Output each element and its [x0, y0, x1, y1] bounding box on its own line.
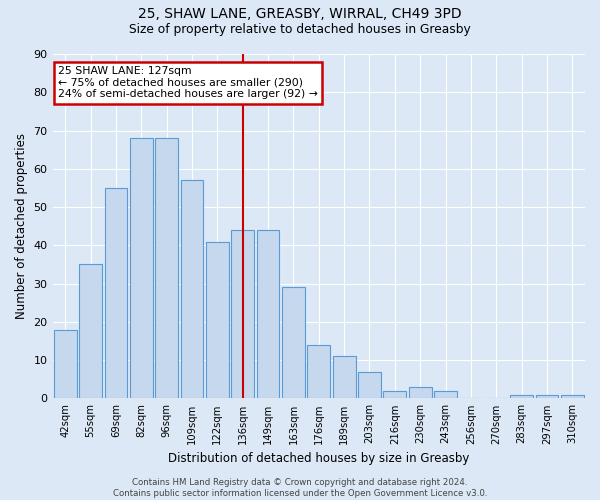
Bar [155, 138, 178, 398]
Bar [307, 345, 330, 399]
Text: Size of property relative to detached houses in Greasby: Size of property relative to detached ho… [129, 22, 471, 36]
Bar [333, 356, 356, 399]
Bar [282, 288, 305, 399]
Bar [257, 230, 280, 398]
X-axis label: Distribution of detached houses by size in Greasby: Distribution of detached houses by size … [168, 452, 469, 465]
Bar [409, 387, 431, 398]
Text: 25 SHAW LANE: 127sqm
← 75% of detached houses are smaller (290)
24% of semi-deta: 25 SHAW LANE: 127sqm ← 75% of detached h… [58, 66, 318, 100]
Bar [536, 394, 559, 398]
Y-axis label: Number of detached properties: Number of detached properties [15, 133, 28, 319]
Bar [104, 188, 127, 398]
Bar [561, 394, 584, 398]
Text: Contains HM Land Registry data © Crown copyright and database right 2024.
Contai: Contains HM Land Registry data © Crown c… [113, 478, 487, 498]
Bar [434, 391, 457, 398]
Text: 25, SHAW LANE, GREASBY, WIRRAL, CH49 3PD: 25, SHAW LANE, GREASBY, WIRRAL, CH49 3PD [138, 8, 462, 22]
Bar [510, 394, 533, 398]
Bar [206, 242, 229, 398]
Bar [79, 264, 102, 398]
Bar [383, 391, 406, 398]
Bar [231, 230, 254, 398]
Bar [358, 372, 381, 398]
Bar [54, 330, 77, 398]
Bar [130, 138, 152, 398]
Bar [181, 180, 203, 398]
